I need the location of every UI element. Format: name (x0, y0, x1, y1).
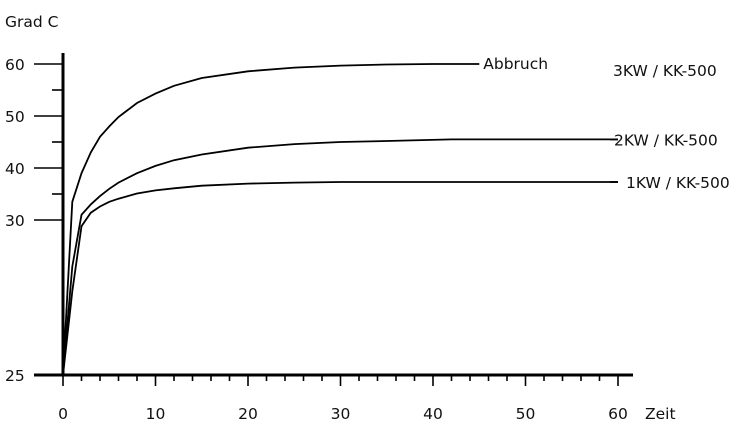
x-tick-label: 30 (331, 405, 351, 421)
y-axis-label: Grad C (5, 13, 58, 31)
series-labels: Abbruch 3KW / KK-500 2KW / KK-500 1KW / KK-… (483, 55, 730, 192)
y-tick-label: 40 (5, 160, 25, 178)
series-line (62, 181, 618, 376)
x-tick-label: 60 (608, 405, 628, 421)
x-tick-label: 0 (58, 405, 68, 421)
x-tick-label: 10 (146, 405, 166, 421)
y-tick-label: 25 (5, 367, 25, 385)
x-axis-label: Zeit (645, 405, 676, 421)
series-name-label: 2KW / KK-500 (614, 131, 718, 149)
x-tick-label: 50 (516, 405, 536, 421)
series-name-label: 3KW / KK-500 (613, 62, 717, 80)
series-line (62, 138, 618, 376)
x-tick-label: 40 (423, 405, 443, 421)
y-tick-label: 30 (5, 212, 25, 230)
y-tick-label: 60 (5, 56, 25, 74)
axis-ticks: 0 10 20 30 40 50 60 25 30 40 50 60 (5, 56, 628, 421)
series-name-label: 1KW / KK-500 (626, 174, 730, 192)
series-curves (62, 63, 618, 376)
series-annotation: Abbruch (483, 55, 548, 73)
series-line (62, 63, 480, 376)
y-tick-label: 50 (5, 108, 25, 126)
x-tick-label: 20 (238, 405, 258, 421)
